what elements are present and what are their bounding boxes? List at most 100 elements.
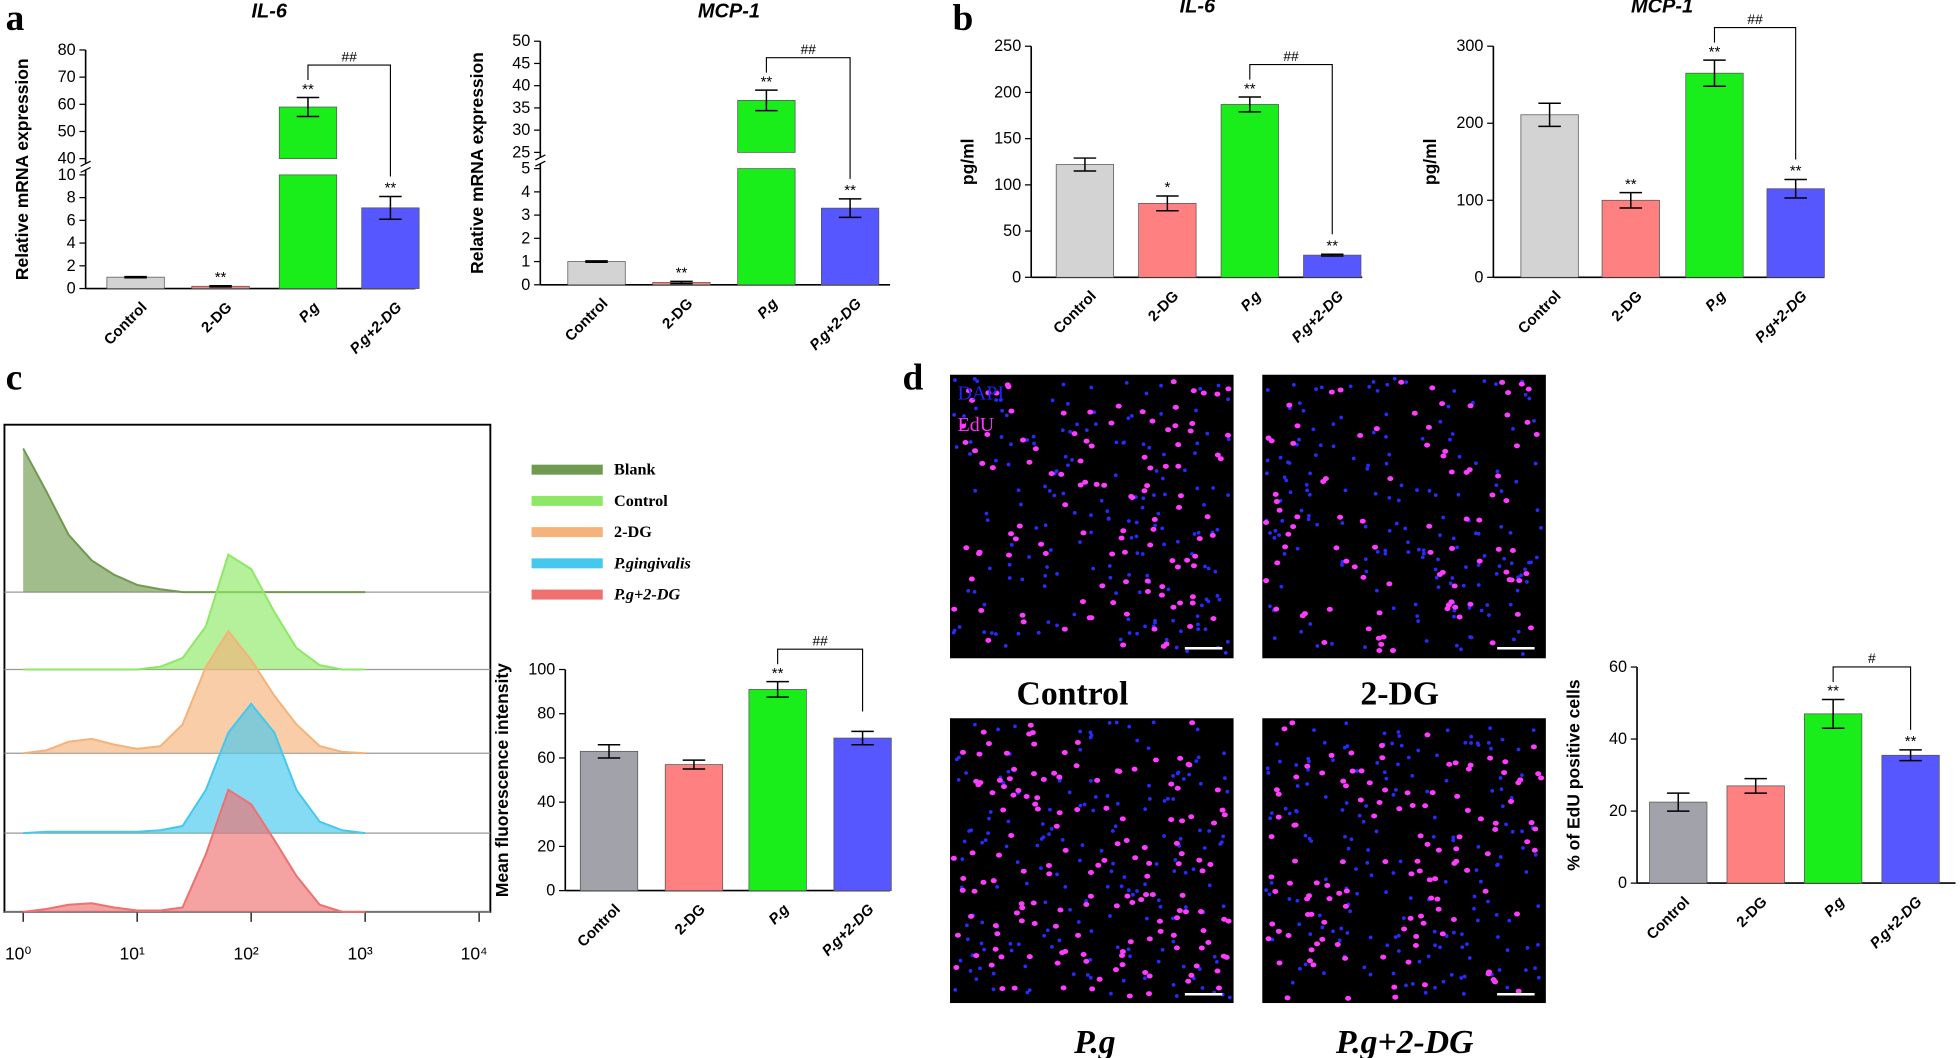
nucleus [1268, 816, 1273, 821]
edu-nucleus [1265, 936, 1272, 942]
edu-nucleus [998, 954, 1005, 960]
edu-nucleus [1467, 762, 1474, 768]
edu-nucleus [1285, 932, 1292, 938]
nucleus [1072, 511, 1077, 515]
nucleus [1340, 521, 1345, 525]
nucleus [1354, 769, 1359, 773]
edu-nucleus [1439, 401, 1446, 407]
nucleus [1348, 909, 1352, 914]
edu-nucleus [1421, 982, 1428, 988]
edu-nucleus [1177, 755, 1184, 761]
nucleus [1023, 964, 1028, 969]
edu-nucleus [1379, 755, 1386, 761]
y-tick-label: 100 [1456, 191, 1483, 209]
nucleus [1137, 590, 1142, 595]
nucleus [1488, 726, 1493, 730]
nucleus [1007, 562, 1012, 567]
y-tick-label: 60 [1609, 658, 1627, 676]
x-tick-label: 10⁴ [461, 943, 488, 963]
edu-nucleus [1030, 900, 1037, 906]
nucleus [1475, 741, 1480, 746]
nucleus [1406, 540, 1410, 545]
y-axis-label: % of EdU positive cells [1564, 679, 1584, 870]
x-tick-label: 2-DG [198, 299, 235, 336]
edu-nucleus [1513, 443, 1520, 449]
nucleus [1531, 728, 1536, 733]
nucleus [982, 602, 987, 607]
edu-nucleus [1214, 391, 1221, 397]
nucleus [1539, 526, 1543, 530]
edu-nucleus [1045, 862, 1052, 868]
edu-nucleus [1450, 917, 1457, 923]
edu-nucleus [1077, 458, 1084, 464]
nucleus [1043, 484, 1047, 489]
histogram-fill [23, 554, 366, 670]
nucleus [1295, 898, 1300, 903]
nucleus [1515, 588, 1520, 593]
edu-nucleus [1357, 797, 1364, 803]
y-tick-label: 0 [1618, 874, 1627, 892]
nucleus [1135, 551, 1140, 556]
nucleus [1147, 783, 1151, 788]
nucleus [1225, 789, 1230, 794]
nucleus [1127, 519, 1131, 523]
edu-nucleus [1198, 945, 1205, 951]
y-tick-label: 80 [537, 705, 555, 723]
histogram-line [23, 702, 366, 835]
nucleus [1486, 740, 1491, 745]
y-tick-label: 60 [537, 749, 555, 767]
edu-nucleus [1062, 847, 1069, 853]
nucleus [957, 625, 962, 629]
nucleus [1384, 434, 1388, 439]
nucleus [1085, 973, 1090, 977]
edu-nucleus [1326, 896, 1333, 902]
edu-nucleus [1453, 846, 1460, 852]
edu-nucleus [1175, 861, 1182, 867]
nucleus [1365, 861, 1370, 865]
nucleus [1080, 843, 1085, 848]
nucleus [1016, 631, 1021, 636]
nucleus [1099, 498, 1104, 503]
nucleus [966, 937, 970, 942]
edu-nucleus [1112, 967, 1119, 973]
nucleus [972, 377, 977, 381]
edu-nucleus [1214, 787, 1221, 793]
nucleus [1140, 505, 1145, 510]
y-tick-label: 100 [994, 176, 1021, 194]
edu-nucleus [1373, 426, 1380, 432]
edu-nucleus [1124, 893, 1131, 899]
nucleus [1524, 870, 1529, 874]
edu-nucleus [992, 923, 999, 929]
nucleus [1461, 991, 1466, 996]
significance: ** [1790, 163, 1802, 180]
edu-nucleus [1046, 871, 1053, 877]
nucleus [1066, 463, 1070, 468]
nucleus [1367, 384, 1372, 389]
bar [1804, 713, 1863, 884]
nucleus [1147, 797, 1152, 801]
nucleus [1448, 581, 1453, 586]
edu-nucleus [1286, 402, 1293, 408]
x-tick-label: Control [101, 299, 151, 349]
nucleus [1520, 829, 1524, 834]
nucleus [1060, 837, 1065, 842]
edu-nucleus [1453, 858, 1460, 864]
edu-nucleus [1174, 785, 1181, 791]
edu-nucleus [1179, 818, 1186, 824]
edu-nucleus [1147, 542, 1154, 548]
nucleus [1092, 410, 1097, 415]
edu-nucleus [971, 888, 978, 894]
nucleus [1093, 795, 1098, 799]
edu-nucleus [1177, 600, 1184, 606]
edu-nucleus [1538, 775, 1545, 781]
edu-nucleus [1285, 531, 1292, 537]
nucleus [1469, 734, 1474, 739]
nucleus [1009, 948, 1014, 953]
nucleus [1196, 622, 1200, 627]
edu-nucleus [1357, 432, 1364, 438]
nucleus [1468, 635, 1473, 639]
edu-nucleus [1467, 403, 1474, 409]
edu-nucleus [1505, 390, 1512, 396]
nucleus [1203, 564, 1207, 569]
edu-nucleus [992, 946, 999, 952]
